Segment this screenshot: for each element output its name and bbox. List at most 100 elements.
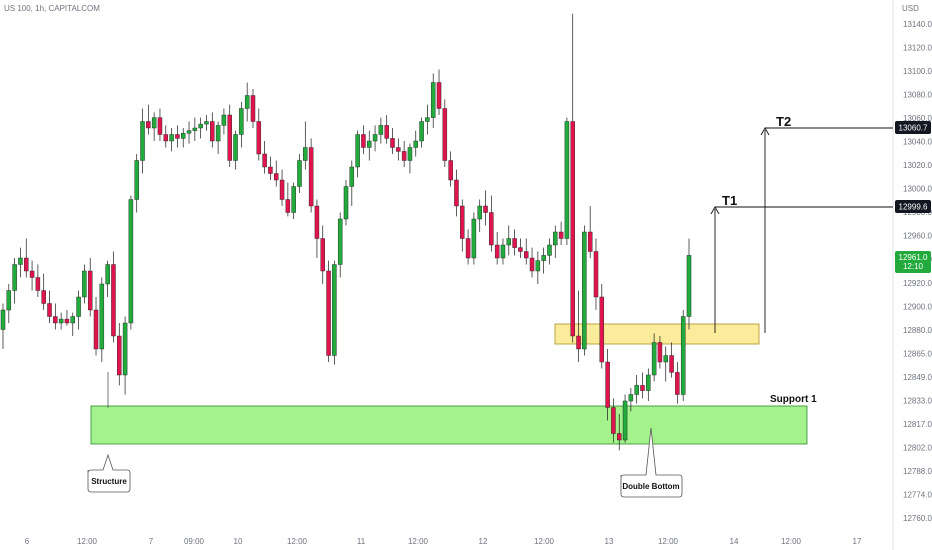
candle	[308, 138, 314, 213]
candle	[605, 349, 610, 421]
candle	[99, 277, 105, 362]
candle	[87, 258, 93, 317]
candle	[576, 290, 581, 362]
candle	[320, 225, 325, 284]
candle-body-bull	[297, 160, 302, 187]
support-zone[interactable]	[90, 405, 808, 445]
candle-body-bull	[215, 125, 221, 142]
candle-body-bear	[320, 238, 325, 272]
candle	[111, 251, 116, 343]
candle-body-bear	[384, 125, 389, 139]
candle	[419, 117, 424, 148]
candle	[407, 143, 413, 174]
candle-body-bull	[367, 140, 372, 148]
candle-body-bear	[396, 147, 401, 152]
candle	[117, 323, 122, 386]
x-tick-label: 09:00	[184, 537, 205, 546]
candle-body-bull	[332, 264, 337, 356]
candle-body-bull	[349, 166, 355, 187]
candle	[41, 273, 46, 310]
candle-body-bear	[465, 238, 471, 259]
candle-body-bear	[111, 264, 116, 337]
candle-body-bull	[0, 309, 6, 330]
candle	[274, 160, 279, 187]
candle-body-bear	[163, 134, 169, 142]
candle-body-bear	[483, 205, 488, 213]
time-axis[interactable]: 6 12:00 7 09:00 10 12:00 11 12:00 12 12:00 13 12:00…	[25, 537, 862, 546]
candle-body-bear	[279, 179, 285, 200]
candle-body-bear	[390, 138, 395, 148]
candle	[512, 229, 517, 256]
structure-callout[interactable]: Structure	[87, 372, 131, 493]
candle	[221, 108, 227, 135]
candle	[239, 102, 244, 148]
candle-body-bear	[87, 270, 93, 311]
y-tick-label: 13020.0	[903, 161, 932, 170]
candle	[262, 141, 267, 174]
candle	[622, 394, 628, 443]
candle-body-bear	[53, 316, 58, 324]
candle-body-bull	[291, 186, 296, 213]
candle	[198, 117, 203, 139]
candle	[134, 154, 139, 213]
candle	[442, 99, 448, 167]
candle-body-bull	[239, 108, 244, 135]
candle	[47, 290, 52, 323]
candle-body-bear	[314, 205, 320, 239]
candle	[256, 108, 262, 161]
t2-projection[interactable]: T2	[760, 114, 893, 333]
x-tick-label: 17	[853, 537, 862, 546]
y-tick-label: 13000.0	[903, 185, 932, 194]
candle-body-bear	[268, 166, 273, 174]
candle	[128, 195, 134, 330]
candle-body-bear	[210, 121, 215, 142]
candle-body-bull	[686, 255, 692, 317]
candle	[151, 112, 157, 141]
candle-body-bull	[471, 218, 477, 259]
candle	[529, 247, 535, 278]
candle-body-bear	[41, 290, 46, 304]
candle	[35, 264, 41, 297]
candle-body-bear	[640, 385, 645, 391]
support-label: Support 1	[770, 394, 817, 405]
current-price-tag: 12961.0 12:10	[895, 251, 931, 273]
candle	[0, 303, 6, 349]
candle-body-bull	[186, 130, 192, 134]
candles	[0, 13, 692, 451]
candle	[634, 375, 639, 404]
t1-projection[interactable]: T1	[710, 193, 893, 333]
price-axis[interactable]: 13140.0 13120.0 13100.0 13080.0 13060.0 13040…	[903, 20, 932, 523]
candle-body-bear	[175, 134, 180, 139]
y-tick-label: 13060.0	[903, 114, 932, 123]
candle-body-bear	[460, 205, 465, 239]
candle	[396, 138, 401, 161]
candle-body-bear	[64, 318, 70, 324]
candle-body-bear	[47, 303, 52, 317]
candle	[349, 160, 355, 206]
candle	[210, 112, 215, 148]
candle-body-bull	[151, 117, 157, 129]
candle	[76, 290, 81, 330]
candle	[250, 89, 256, 128]
candle	[669, 342, 674, 378]
bar-countdown: 12:10	[903, 262, 924, 271]
candle	[244, 82, 250, 122]
y-tick-label: 13140.0	[903, 20, 932, 29]
candle	[506, 225, 512, 256]
y-tick-label: 13120.0	[903, 44, 932, 53]
candle-body-bear	[494, 244, 500, 259]
candle-body-bull	[70, 316, 75, 324]
candle-body-bull	[419, 121, 424, 142]
candle	[541, 247, 546, 274]
candle-body-bear	[436, 82, 442, 109]
double-bottom-callout[interactable]: Double Bottom	[620, 427, 683, 498]
resistance-zone[interactable]	[554, 323, 760, 345]
candle	[454, 169, 459, 217]
candle	[343, 180, 349, 226]
candle-body-bear	[361, 134, 366, 148]
candle-body-bear	[262, 153, 267, 168]
candle-body-bull	[622, 400, 628, 441]
x-tick-label: 11	[357, 537, 366, 546]
candle-body-bull	[582, 231, 587, 350]
